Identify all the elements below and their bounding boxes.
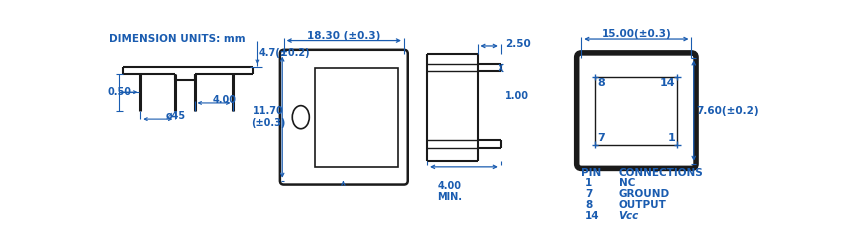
Text: 8: 8 [598, 78, 605, 88]
Text: ø45: ø45 [166, 111, 186, 121]
Text: 7: 7 [598, 133, 605, 143]
FancyBboxPatch shape [280, 50, 408, 185]
Text: 1: 1 [585, 178, 592, 188]
Text: 1.00: 1.00 [505, 91, 528, 101]
FancyBboxPatch shape [576, 53, 696, 168]
Bar [315, 68, 398, 167]
Text: 11.70
(±0.3): 11.70 (±0.3) [251, 106, 285, 128]
Text: OUTPUT: OUTPUT [619, 200, 667, 210]
Text: GROUND: GROUND [619, 189, 669, 199]
Text: PIN: PIN [582, 168, 602, 178]
Text: CONNECTIONS: CONNECTIONS [619, 168, 703, 178]
Text: 8: 8 [585, 200, 592, 210]
Text: 7: 7 [585, 189, 592, 199]
Text: NC: NC [619, 178, 635, 188]
Text: 18.30 (±0.3): 18.30 (±0.3) [307, 31, 381, 41]
Text: 14: 14 [659, 78, 675, 88]
Text: 15.00(±0.3): 15.00(±0.3) [602, 29, 671, 39]
Text: 7.60(±0.2): 7.60(±0.2) [696, 106, 759, 116]
Text: 4.00
MIN.: 4.00 MIN. [437, 181, 463, 202]
Text: 2.50: 2.50 [505, 39, 530, 49]
Text: 4.7(±0.2): 4.7(±0.2) [258, 48, 310, 58]
Text: Vcc: Vcc [619, 211, 639, 221]
Ellipse shape [292, 106, 309, 129]
Text: DIMENSION UNITS: mm: DIMENSION UNITS: mm [110, 34, 246, 44]
Text: 4.00: 4.00 [213, 95, 236, 105]
Text: 1: 1 [668, 133, 675, 143]
Text: 0.50: 0.50 [108, 87, 132, 97]
Text: 14: 14 [585, 211, 600, 221]
